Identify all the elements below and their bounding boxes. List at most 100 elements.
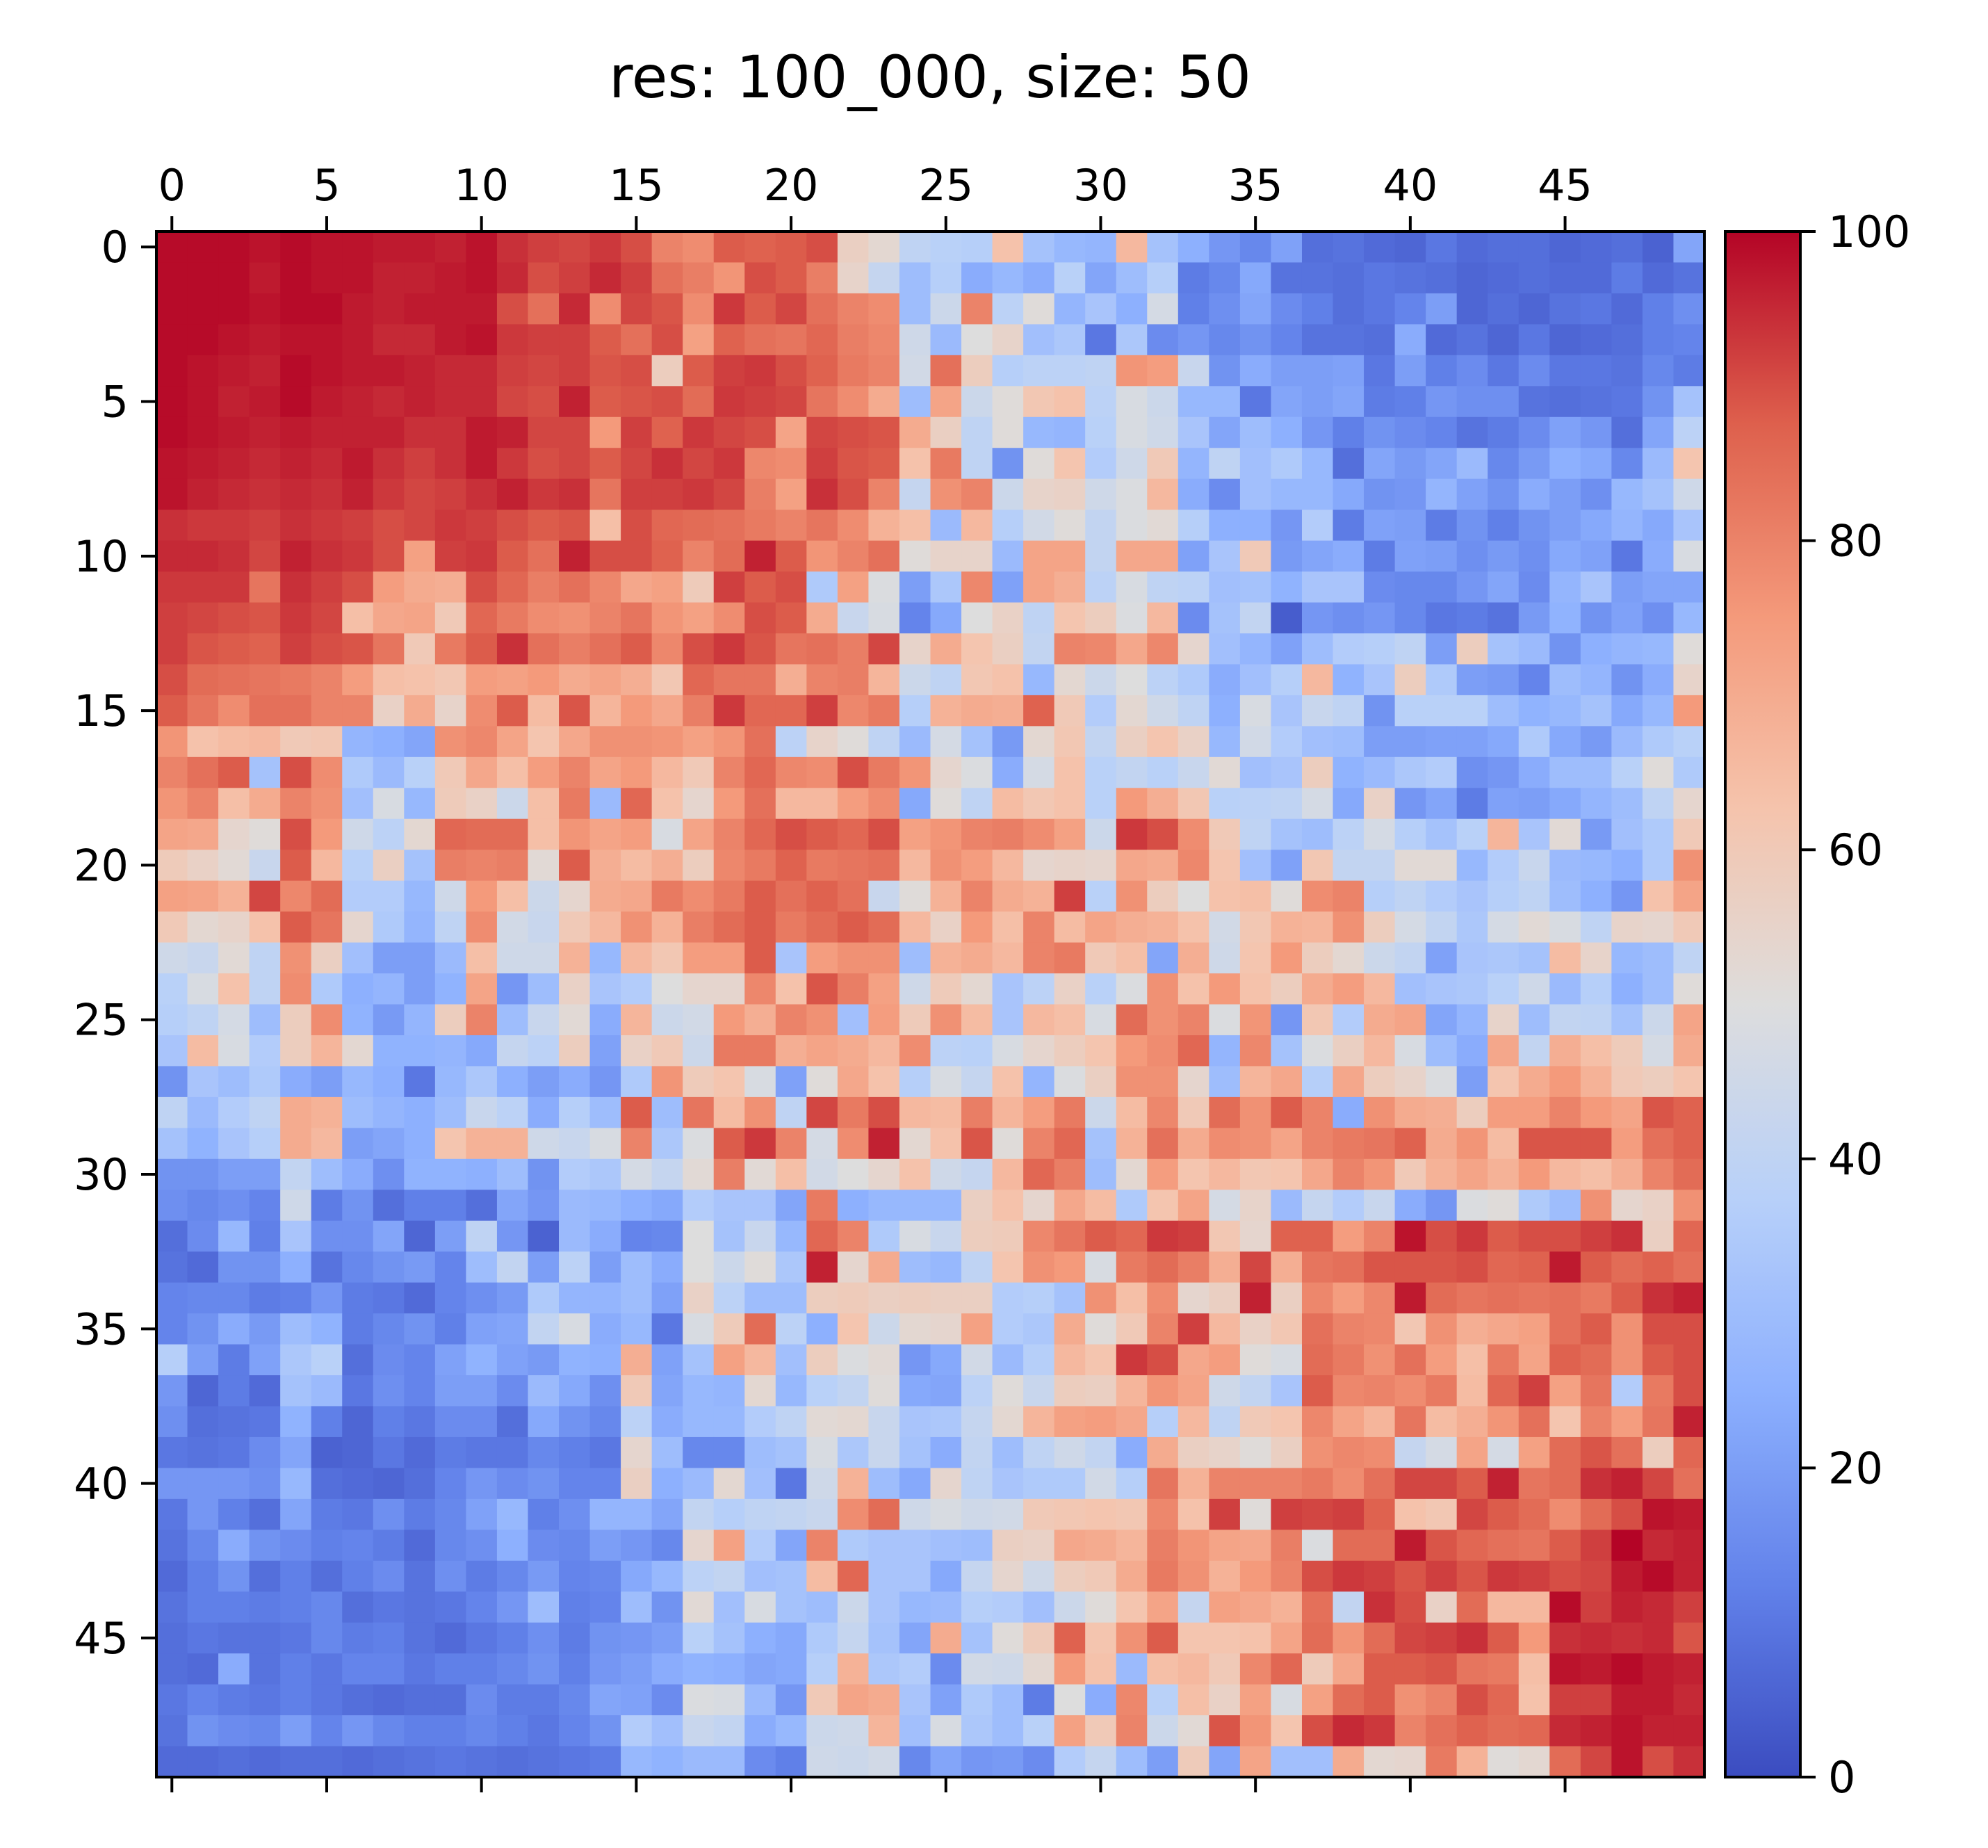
heatmap-cell: [559, 1436, 591, 1468]
heatmap-cell: [187, 324, 219, 356]
heatmap-cell: [1178, 478, 1209, 510]
heatmap-cell: [1642, 880, 1675, 912]
heatmap-cell: [1271, 232, 1303, 264]
heatmap-cell: [1271, 1190, 1303, 1222]
heatmap-cell: [1209, 1096, 1241, 1128]
heatmap-cell: [1239, 1035, 1272, 1067]
heatmap-cell: [187, 1282, 219, 1314]
heatmap-cell: [280, 1220, 312, 1252]
heatmap-cell: [1178, 1158, 1209, 1190]
heatmap-cell: [1488, 1498, 1519, 1530]
heatmap-cell: [1456, 788, 1488, 820]
heatmap-cell: [1023, 1220, 1055, 1252]
heatmap-cell: [683, 1128, 715, 1160]
heatmap-cell: [775, 572, 807, 603]
heatmap-cell: [651, 602, 683, 634]
heatmap-cell: [280, 1653, 312, 1685]
heatmap-cell: [1611, 942, 1643, 974]
heatmap-cell: [744, 664, 776, 696]
heatmap-cell: [683, 1498, 715, 1530]
heatmap-cell: [559, 1066, 591, 1098]
heatmap-cell: [1580, 1096, 1612, 1128]
heatmap-cell: [528, 1653, 560, 1685]
heatmap-cell: [775, 1622, 807, 1654]
heatmap-cell: [1518, 1344, 1550, 1376]
heatmap-cell: [1301, 386, 1334, 418]
heatmap-cell: [1673, 695, 1705, 727]
heatmap-cell: [1301, 942, 1334, 974]
heatmap-cell: [713, 1746, 745, 1778]
heatmap-cell: [837, 1591, 870, 1623]
heatmap-cell: [1301, 1251, 1334, 1283]
heatmap-cell: [1673, 1684, 1705, 1716]
heatmap-cell: [496, 695, 529, 727]
heatmap-cell: [1364, 510, 1396, 542]
heatmap-cell: [899, 1530, 931, 1562]
heatmap-cell: [775, 664, 807, 696]
heatmap-cell: [1054, 1128, 1086, 1160]
heatmap-cell: [1178, 1715, 1209, 1747]
heatmap-cell: [744, 1530, 776, 1562]
heatmap-cell: [528, 756, 560, 788]
heatmap-cell: [1271, 416, 1303, 448]
heatmap-cell: [1054, 324, 1086, 356]
heatmap-cell: [218, 788, 250, 820]
heatmap-cell: [1301, 540, 1334, 572]
heatmap-cell: [404, 726, 436, 758]
heatmap-cell: [621, 1653, 653, 1685]
heatmap-cell: [559, 1530, 591, 1562]
heatmap-cell: [311, 1715, 343, 1747]
heatmap-cell: [744, 1375, 776, 1407]
heatmap-cell: [1549, 911, 1581, 943]
heatmap-cell: [1364, 324, 1396, 356]
heatmap-cell: [434, 880, 466, 912]
heatmap-cell: [559, 942, 591, 974]
heatmap-cell: [1549, 478, 1581, 510]
heatmap-cell: [311, 572, 343, 603]
heatmap-cell: [1271, 1066, 1303, 1098]
heatmap-cell: [559, 756, 591, 788]
heatmap-cell: [744, 880, 776, 912]
heatmap-cell: [1301, 1436, 1334, 1468]
heatmap-cell: [992, 880, 1024, 912]
heatmap-cell: [1611, 695, 1643, 727]
heatmap-cell: [1426, 942, 1458, 974]
heatmap-cell: [837, 664, 870, 696]
heatmap-cell: [434, 1313, 466, 1345]
heatmap-cell: [1426, 602, 1458, 634]
heatmap-cell: [1239, 1560, 1272, 1592]
heatmap-cell: [1178, 1066, 1209, 1098]
heatmap-cell: [1611, 386, 1643, 418]
heatmap-cell: [1611, 1035, 1643, 1067]
colorbar-tick-label: 20: [1828, 1443, 1883, 1493]
heatmap-cell: [775, 355, 807, 387]
heatmap-cell: [1580, 1282, 1612, 1314]
heatmap-cell: [1023, 1066, 1055, 1098]
heatmap-cell: [1580, 1715, 1612, 1747]
heatmap-cell: [404, 1746, 436, 1778]
heatmap-cell: [496, 788, 529, 820]
heatmap-cell: [1611, 1468, 1643, 1500]
heatmap-cell: [466, 1591, 498, 1623]
heatmap-cell: [373, 1715, 405, 1747]
heatmap-cell: [899, 756, 931, 788]
heatmap-cell: [1301, 478, 1334, 510]
heatmap-cell: [1518, 1622, 1550, 1654]
heatmap-cell: [992, 232, 1024, 264]
heatmap-cell: [1239, 726, 1272, 758]
heatmap-cell: [1673, 510, 1705, 542]
heatmap-cell: [466, 818, 498, 850]
heatmap-cell: [559, 788, 591, 820]
heatmap-cell: [1518, 756, 1550, 788]
heatmap-cell: [311, 1684, 343, 1716]
heatmap-cell: [1426, 1684, 1458, 1716]
heatmap-cell: [621, 416, 653, 448]
heatmap-cell: [528, 850, 560, 882]
heatmap-cell: [837, 756, 870, 788]
heatmap-cell: [496, 942, 529, 974]
heatmap-cell: [1239, 1220, 1272, 1252]
heatmap-cell: [404, 850, 436, 882]
y-tick-label: 30: [74, 1149, 129, 1200]
heatmap-cell: [992, 448, 1024, 480]
heatmap-cell: [1301, 1746, 1334, 1778]
